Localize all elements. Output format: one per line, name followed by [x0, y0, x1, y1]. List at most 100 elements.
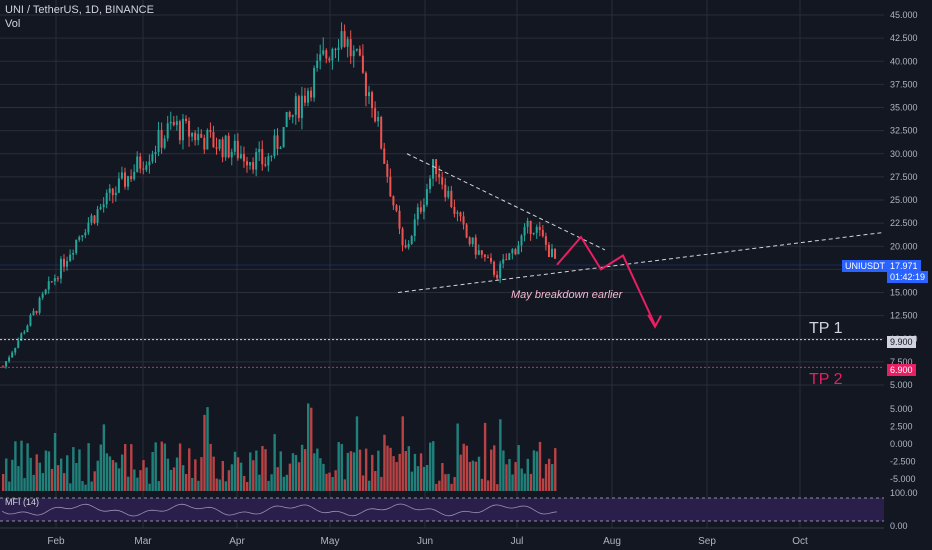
candle-body: [343, 31, 346, 47]
candle-body: [242, 154, 245, 162]
volume-bar: [99, 444, 102, 491]
volume-bar: [209, 443, 212, 491]
candle-body: [145, 165, 148, 170]
volume-bar: [194, 459, 197, 491]
candle-body: [331, 49, 334, 61]
volume-bar: [544, 464, 548, 491]
price-tick-label: 5.000: [890, 380, 913, 390]
candle-body: [181, 118, 184, 141]
candle-body: [212, 131, 215, 148]
candle-body: [53, 278, 56, 282]
volume-bar: [471, 460, 475, 491]
candle-body: [35, 310, 38, 313]
volume-bar: [529, 473, 533, 491]
candle-body: [456, 212, 459, 214]
candle-body: [139, 156, 142, 169]
volume-bar: [511, 474, 514, 491]
volume-bar: [416, 466, 420, 491]
volume-bar: [127, 476, 130, 491]
candle-body: [316, 60, 319, 69]
volume-bar: [288, 463, 292, 491]
candle-body: [50, 281, 53, 283]
candle-body: [496, 274, 499, 279]
candle-body: [310, 90, 313, 98]
volume-bar: [72, 447, 75, 491]
candle-body: [535, 226, 538, 233]
volume-bar: [175, 457, 179, 491]
mfi-label: MFI (14): [5, 497, 40, 507]
candle-body: [78, 236, 81, 240]
volume-bar: [108, 456, 112, 491]
candle-body: [425, 189, 428, 205]
time-axis: Feb Mar Apr May Jun Jul Aug Sep Oct: [0, 527, 884, 547]
candle-body: [435, 159, 438, 175]
volume-bar: [325, 473, 328, 491]
volume-bar: [429, 442, 432, 491]
volume-bar: [404, 451, 407, 491]
candle-body: [444, 184, 447, 198]
volume-bar: [166, 458, 170, 491]
price-tick-label: 7.500: [890, 357, 913, 367]
volume-bar: [346, 452, 350, 491]
volume-bar: [279, 451, 282, 491]
volume-bar: [44, 450, 48, 491]
volume-bar: [29, 457, 32, 491]
candle-body: [267, 156, 270, 166]
volume-bar: [17, 466, 20, 491]
candle-body: [130, 176, 133, 180]
candle-body: [486, 257, 489, 259]
candle-body: [239, 154, 242, 159]
candle-body: [413, 219, 416, 237]
candle-body: [395, 205, 398, 211]
candle-body: [355, 48, 358, 51]
volume-bar: [14, 441, 17, 491]
volume-bar: [151, 452, 154, 491]
volume-bar: [435, 483, 438, 491]
candle-body: [215, 147, 218, 149]
volume-bar: [368, 480, 371, 491]
volume-bar: [520, 468, 523, 491]
candle-body: [29, 315, 32, 326]
candle-body: [111, 188, 114, 196]
candle-body: [114, 192, 117, 196]
volume-bar: [499, 419, 502, 491]
candle-body: [358, 48, 361, 56]
candle-body: [377, 117, 380, 122]
candle-body: [99, 207, 102, 210]
volume-bar: [111, 460, 115, 491]
volume-bar: [246, 481, 249, 491]
candle-body: [233, 140, 236, 152]
volume-bar: [212, 456, 215, 491]
volume-bar: [453, 477, 456, 491]
candle-body: [32, 310, 35, 316]
mfi-line: [1, 503, 558, 517]
candle-body: [2, 366, 4, 368]
volume-bar: [206, 407, 209, 491]
candle-body: [5, 361, 8, 367]
volume-bar: [310, 407, 313, 491]
volume-bar: [96, 460, 99, 491]
candle-body: [258, 148, 261, 153]
volume-bar: [90, 481, 93, 491]
volume-bar: [398, 453, 401, 491]
volume-bar: [169, 469, 173, 491]
volume-bar: [407, 446, 411, 491]
candle-body: [20, 333, 23, 341]
candle-body: [328, 58, 331, 61]
volume-bar: [53, 432, 57, 491]
candle-body: [84, 232, 87, 236]
volume-bar: [380, 476, 383, 491]
volume-bar: [276, 467, 279, 491]
volume-bar: [267, 480, 270, 491]
candle-body: [17, 340, 20, 348]
volume-bar: [413, 453, 417, 491]
volume-bar: [386, 445, 389, 491]
volume-bar: [136, 477, 139, 491]
mfi-tick-label: 0.00: [890, 521, 908, 531]
x-tick-label: Apr: [229, 536, 245, 547]
price-axis: 45.000 42.500 40.000 37.500 35.000 32.500 30.0…: [890, 10, 918, 531]
candle-body: [26, 325, 29, 332]
volume-bar: [249, 452, 252, 491]
volume-bar: [59, 458, 63, 491]
